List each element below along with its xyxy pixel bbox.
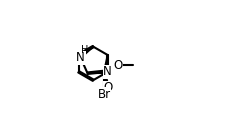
Text: Br: Br xyxy=(98,88,111,101)
Text: O: O xyxy=(104,81,113,94)
Text: H: H xyxy=(81,45,89,55)
Text: N: N xyxy=(76,51,85,64)
Text: N: N xyxy=(103,65,112,78)
Text: O: O xyxy=(114,59,123,72)
